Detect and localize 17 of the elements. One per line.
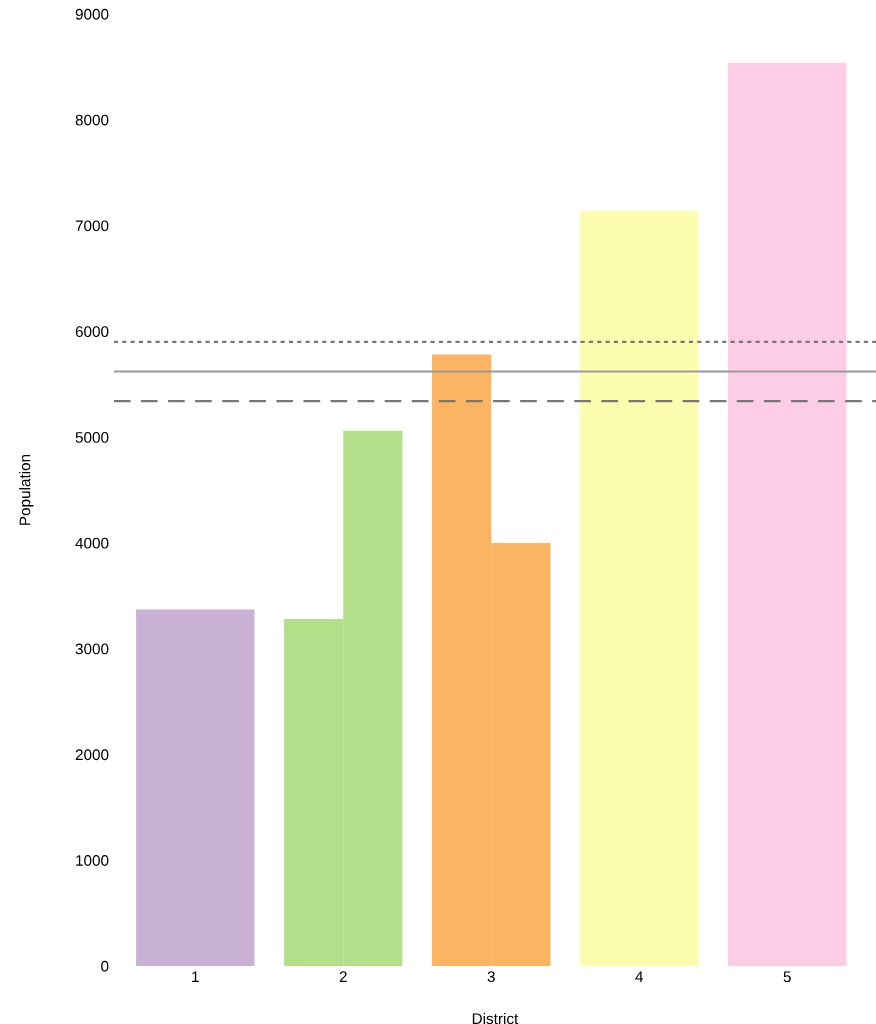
y-tick-label: 8000 bbox=[75, 114, 109, 126]
y-tick-label: 6000 bbox=[75, 326, 109, 338]
x-tick-label: 4 bbox=[635, 971, 644, 982]
y-tick-label: 7000 bbox=[75, 220, 109, 232]
y-tick-label: 9000 bbox=[75, 8, 109, 20]
x-tick-label: 5 bbox=[783, 971, 791, 983]
y-tick-label: 5000 bbox=[75, 431, 109, 443]
x-tick-label: 3 bbox=[487, 971, 495, 983]
y-tick-label: 2000 bbox=[75, 749, 109, 761]
x-axis-title: District bbox=[472, 1012, 519, 1024]
y-tick-label: 3000 bbox=[75, 643, 109, 655]
y-tick-label: 0 bbox=[101, 960, 109, 972]
x-tick-label: 2 bbox=[339, 971, 347, 982]
y-axis-title: Population bbox=[19, 454, 34, 525]
y-tick-label: 1000 bbox=[76, 855, 109, 866]
y-tick-label: 4000 bbox=[75, 537, 109, 549]
x-tick-label: 1 bbox=[192, 971, 199, 982]
